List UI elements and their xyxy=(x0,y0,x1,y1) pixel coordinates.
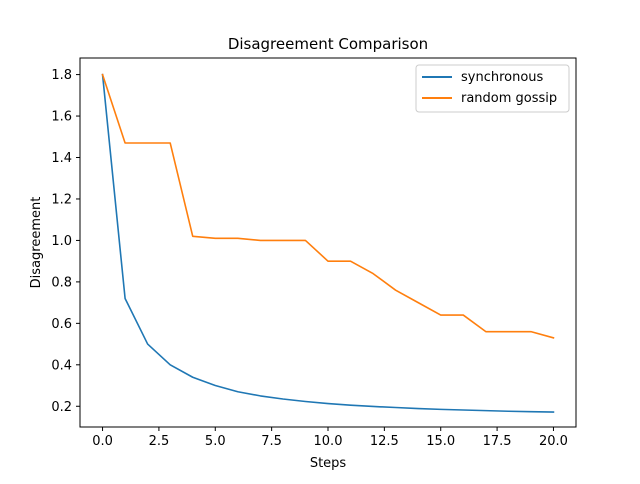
x-tick-label: 7.5 xyxy=(261,434,282,449)
x-tick-label: 5.0 xyxy=(205,434,226,449)
x-tick-label: 0.0 xyxy=(92,434,113,449)
x-axis-ticks: 0.0 2.5 5.0 7.5 10.0 12.5 15.0 17.5 20.0 xyxy=(92,427,568,449)
y-tick-label: 0.4 xyxy=(51,358,72,373)
y-tick-label: 1.0 xyxy=(51,234,72,249)
chart-title: Disagreement Comparison xyxy=(228,35,428,53)
y-tick-label: 1.6 xyxy=(51,110,72,125)
x-axis-label: Steps xyxy=(310,456,347,471)
y-tick-label: 1.4 xyxy=(51,151,72,166)
legend-label-synchronous: synchronous xyxy=(461,70,544,85)
x-tick-label: 17.5 xyxy=(483,434,512,449)
legend: synchronous random gossip xyxy=(415,64,570,113)
y-tick-label: 1.8 xyxy=(51,68,72,83)
y-tick-label: 0.6 xyxy=(51,317,72,332)
x-tick-label: 2.5 xyxy=(149,434,170,449)
plot-lines xyxy=(101,73,555,413)
y-tick-label: 1.2 xyxy=(51,192,72,207)
x-tick-label: 20.0 xyxy=(539,434,568,449)
y-tick-label: 0.8 xyxy=(51,275,72,290)
y-axis-label: Disagreement xyxy=(29,197,44,289)
legend-box xyxy=(415,64,570,113)
series-line-synchronous xyxy=(101,73,555,413)
y-axis-ticks: 0.2 0.4 0.6 0.8 1.0 1.2 1.4 1.6 1.8 xyxy=(51,68,80,415)
x-tick-label: 10.0 xyxy=(314,434,343,449)
x-tick-label: 15.0 xyxy=(426,434,455,449)
legend-label-random-gossip: random gossip xyxy=(461,91,557,106)
x-tick-label: 12.5 xyxy=(370,434,399,449)
series-line-random-gossip xyxy=(101,73,555,339)
y-tick-label: 0.2 xyxy=(51,400,72,415)
